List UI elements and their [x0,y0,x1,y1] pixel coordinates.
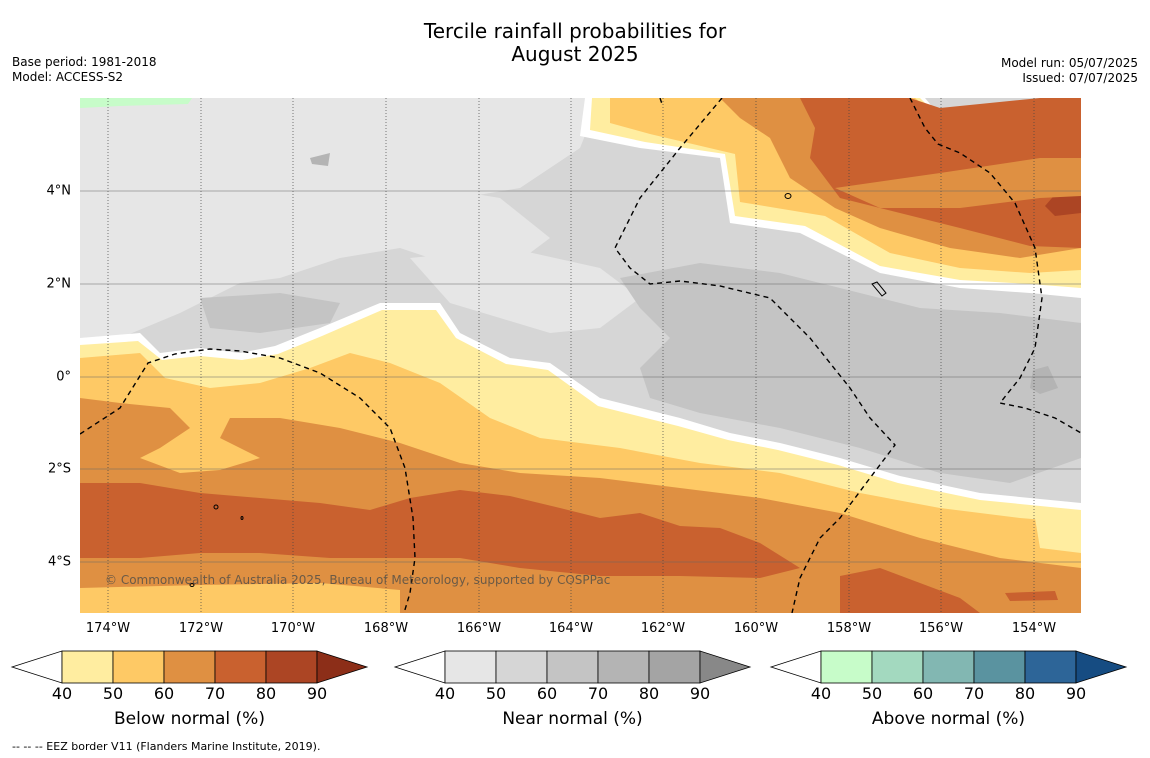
below-normal-70-80-south [80,483,800,578]
chart-title-line2: August 2025 [511,42,639,66]
base-period-text: Base period: 1981-2018 [12,55,157,69]
eez-footnote: -- -- -- EEZ border V11 (Flanders Marine… [12,740,321,753]
below-normal-colorbar-tick: 80 [255,684,277,703]
x-tick-172W: 172°W [178,621,224,636]
x-tick-170W: 170°W [270,621,316,636]
below-normal-60-70-north-band [835,158,1081,208]
above-normal-colorbar-segment [820,650,873,684]
below-normal-colorbar-under-triangle [10,650,63,684]
map-canvas [80,98,1081,613]
below-normal-colorbar-segment [112,650,165,684]
below-normal-colorbar-segment [265,650,318,684]
below-normal-colorbar-tick: 90 [306,684,328,703]
above-normal-colorbar-tick: 70 [963,684,985,703]
near-normal-colorbar-segment [546,650,599,684]
above-normal-colorbar-tick: 50 [861,684,883,703]
near-normal-darkest-patch [1030,366,1058,394]
issued-text: Issued: 07/07/2025 [1022,71,1138,85]
above-normal-colorbar-tick: 80 [1014,684,1036,703]
near-normal-colorbar-segment [597,650,650,684]
below-normal-colorbar-segment [214,650,267,684]
below-normal-colorbar-over-triangle [316,650,369,684]
near-normal-dark-patch-east [620,263,1081,483]
model-text: Model: ACCESS-S2 [12,70,124,84]
below-normal-colorbar-tick: 40 [51,684,73,703]
below-normal-40-50-south-east [1035,513,1081,553]
near-normal-darkest-patch-2 [310,153,330,166]
below-normal-70-80-south-east [840,568,980,613]
below-normal-50-60-south-edge [80,583,400,613]
near-normal-colorbar-tick: 70 [587,684,609,703]
below-normal-40-50-south-patch [398,318,442,370]
near-normal-colorbar-tick: 40 [434,684,456,703]
above-normal-colorbar-segment [1024,650,1077,684]
x-tick-162W: 162°W [640,621,686,636]
below-normal-colorbar-title: Below normal (%) [114,709,265,729]
x-tick-154W: 154°W [1011,621,1057,636]
y-tick-2S: 2°S [47,461,71,477]
x-tick-168W: 168°W [363,621,409,636]
below-normal-colorbar-tick: 70 [204,684,226,703]
chart-title-line1: Tercile rainfall probabilities for [423,19,727,43]
x-tick-160W: 160°W [733,621,779,636]
near-normal-colorbar-segment [495,650,548,684]
probability-map [80,98,1081,613]
below-normal-colorbar-tick: 50 [102,684,124,703]
above-normal-colorbar-tick: 90 [1065,684,1087,703]
above-normal-colorbar-over-triangle [1075,650,1128,684]
y-tick-0: 0° [56,369,71,385]
near-normal-colorbar-tick: 90 [689,684,711,703]
above-normal-colorbar-title: Above normal (%) [871,709,1026,729]
near-normal-colorbar-tick: 50 [485,684,507,703]
meridian-gridlines [107,98,1035,613]
above-normal-colorbar-segment [871,650,924,684]
near-normal-colorbar-tick: 80 [638,684,660,703]
eez-border-lines [80,98,1081,613]
above-normal-colorbar-segment [973,650,1026,684]
above-normal-colorbar-tick: 60 [912,684,934,703]
below-normal-60-70-south [80,398,1081,613]
below-normal-70-80-south-patch [1005,591,1058,601]
island-outlines [189,193,887,587]
near-normal-colorbar-title: Near normal (%) [502,709,643,729]
model-run-text: Model run: 05/07/2025 [1000,56,1138,70]
copyright-text: © Commonwealth of Australia 2025, Bureau… [105,573,611,587]
x-tick-166W: 166°W [456,621,502,636]
near-normal-light-region-center [410,248,640,333]
y-tick-4S: 4°S [47,554,71,570]
near-normal-colorbar-under-triangle [393,650,446,684]
parallel-gridlines [80,190,1081,563]
above-normal-40-50-corner [80,98,192,108]
near-normal-dark-patch-west [200,293,340,333]
x-tick-164W: 164°W [548,621,594,636]
above-normal-colorbar-under-triangle [769,650,822,684]
above-normal-colorbar-tick: 40 [810,684,832,703]
y-tick-4N: 4°N [46,183,72,199]
near-normal-colorbar-segment [444,650,497,684]
near-normal-colorbar-tick: 60 [536,684,558,703]
x-tick-156W: 156°W [918,621,964,636]
x-tick-174W: 174°W [85,621,131,636]
near-normal-colorbar-over-triangle [699,650,752,684]
colorbars-canvas [10,650,1128,684]
near-normal-colorbar-segment [648,650,701,684]
below-normal-colorbar-segment [163,650,216,684]
below-normal-colorbar-segment [61,650,114,684]
below-normal-colorbar-tick: 60 [153,684,175,703]
y-tick-2N: 2°N [46,276,72,292]
above-normal-colorbar-segment [922,650,975,684]
x-tick-158W: 158°W [826,621,872,636]
